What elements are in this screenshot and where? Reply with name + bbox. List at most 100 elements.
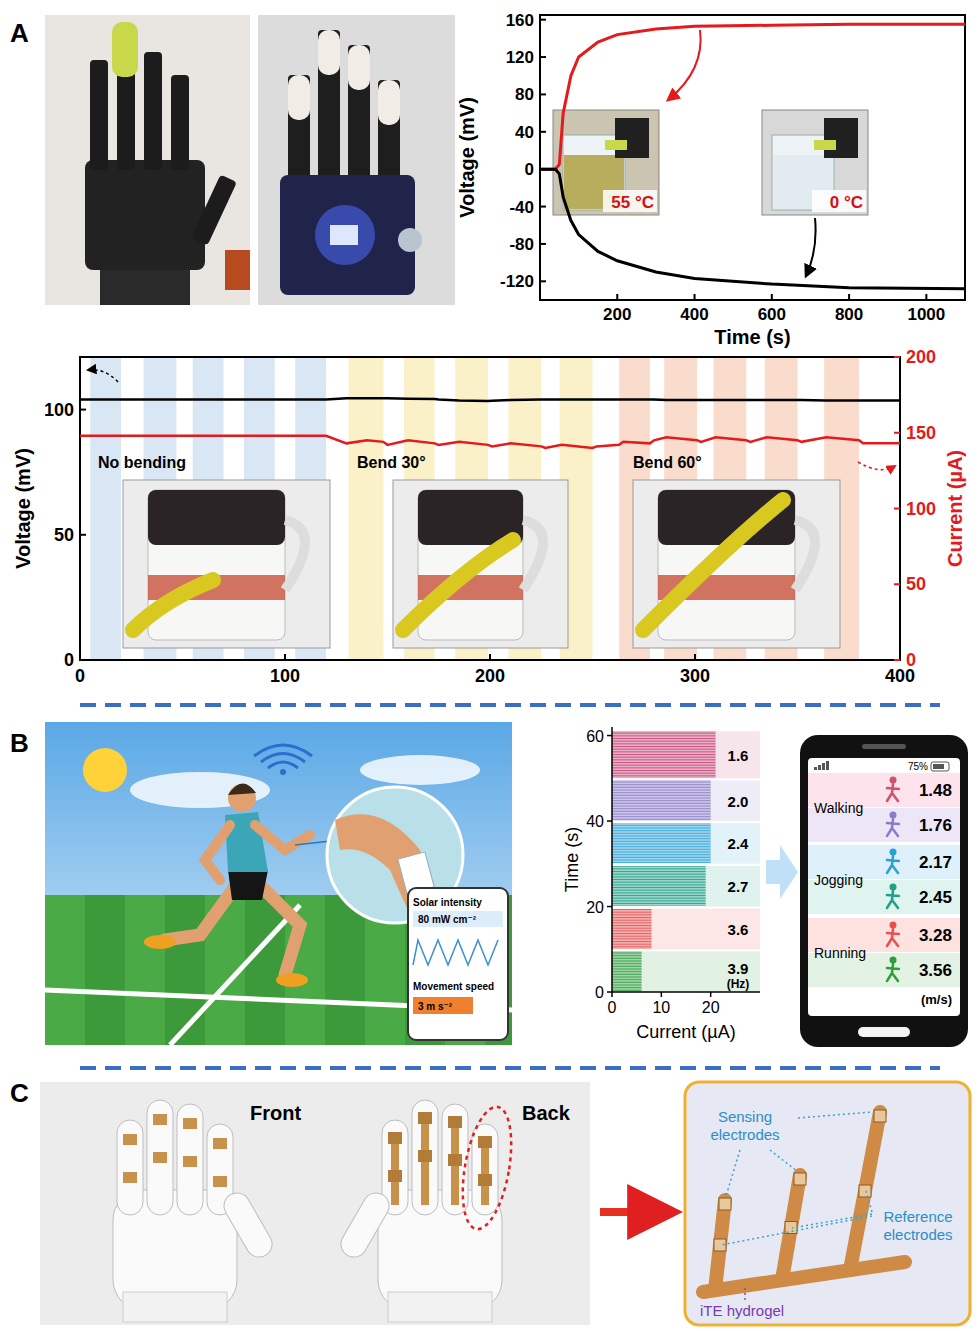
icon <box>887 856 899 873</box>
group-name: Walking <box>814 800 863 816</box>
servo <box>225 250 250 290</box>
tick-label: 300 <box>680 666 710 686</box>
icon <box>890 849 897 856</box>
mug <box>148 490 285 640</box>
wifi <box>254 745 312 756</box>
tick-label: 40 <box>586 813 604 830</box>
tick-label: 600 <box>758 305 786 324</box>
cuff <box>388 1292 492 1322</box>
robot-finger <box>615 118 649 158</box>
leader <box>866 1191 872 1212</box>
photo <box>762 110 868 215</box>
icon <box>887 891 899 908</box>
sensor <box>605 140 627 150</box>
inset-label: 55 °C <box>611 193 654 212</box>
tick-label: 160 <box>506 11 534 30</box>
electrode <box>123 1134 137 1145</box>
shoe <box>276 973 308 987</box>
separator <box>80 703 940 707</box>
band-label: 1.6 <box>728 747 749 764</box>
shoe <box>144 935 176 949</box>
wifi <box>268 762 298 768</box>
photo-label: Back <box>522 1102 571 1124</box>
series-line <box>540 169 965 289</box>
leg <box>165 880 240 940</box>
electrode <box>123 1172 137 1183</box>
tick-label: 0 <box>595 984 604 1001</box>
icon <box>890 777 897 784</box>
signal <box>818 765 821 770</box>
icon <box>887 819 899 836</box>
tick-label: -120 <box>500 272 534 291</box>
current-trace <box>612 952 642 990</box>
photo-label: Front <box>250 1102 301 1124</box>
label-patch <box>603 190 657 212</box>
tick <box>80 659 86 661</box>
band-bg <box>612 780 760 821</box>
icon <box>890 884 897 891</box>
axis-title: Voltage (mV) <box>456 97 478 218</box>
inset-photo <box>123 480 330 648</box>
speed-value: 1.76 <box>919 816 952 835</box>
panel-letter: B <box>10 728 29 758</box>
finger <box>318 30 340 200</box>
tick <box>607 735 612 737</box>
signal <box>822 763 825 770</box>
axis-title: Time (s) <box>562 827 582 892</box>
group-name: Jogging <box>814 872 863 888</box>
speaker <box>862 744 906 749</box>
arrow <box>600 1208 672 1216</box>
electrode <box>213 1176 227 1187</box>
electrode <box>448 1154 462 1166</box>
sensing-electrode <box>794 1173 806 1185</box>
band <box>90 357 121 660</box>
tick-label: 800 <box>835 305 863 324</box>
fingertip <box>348 45 370 90</box>
arrow <box>858 462 895 470</box>
finger <box>117 1120 143 1215</box>
label-line: electrodes <box>883 1226 952 1243</box>
speed-value: 3.56 <box>919 961 952 980</box>
label-patch <box>812 190 866 212</box>
tick <box>661 992 663 997</box>
sensor <box>814 140 836 150</box>
electrode <box>213 1138 227 1149</box>
battery-text: 75% <box>908 761 928 772</box>
tick-label: 0 <box>608 999 617 1016</box>
band <box>349 357 384 660</box>
electrode <box>448 1116 462 1128</box>
tick-label: 0 <box>906 650 916 670</box>
handle <box>523 520 543 590</box>
fingertip <box>378 80 400 125</box>
electrode <box>418 1150 432 1162</box>
tick <box>489 654 491 660</box>
axis-line <box>611 727 613 992</box>
leader <box>744 1288 746 1300</box>
shorts <box>228 870 268 900</box>
lines <box>80 398 900 448</box>
tick <box>771 294 773 300</box>
hydrogel-strip <box>703 1262 905 1292</box>
diagram-label: iTE hydrogel <box>700 1302 784 1319</box>
tick-label: 200 <box>475 666 505 686</box>
card-text: Solar intensity <box>413 897 482 908</box>
band-bg <box>612 866 760 907</box>
finger <box>472 1124 498 1215</box>
scene: Solar intensity80 mW cm⁻²Movement speed3… <box>45 722 512 1045</box>
screen <box>808 758 960 1016</box>
band-label: Bend 30° <box>357 454 426 471</box>
unit-label: (m/s) <box>921 992 952 1007</box>
card-text: 80 mW cm⁻² <box>418 914 477 925</box>
photo <box>123 480 330 648</box>
finger <box>147 1100 173 1215</box>
tick-label: 400 <box>680 305 708 324</box>
head <box>228 784 256 812</box>
lines <box>540 24 965 288</box>
finger <box>177 1104 203 1215</box>
card-text: Movement speed <box>413 981 494 992</box>
label-line: electrodes <box>710 1126 779 1143</box>
cuff <box>123 1292 227 1322</box>
arm <box>255 825 310 850</box>
tick-label: 120 <box>506 48 534 67</box>
wave <box>413 940 498 965</box>
